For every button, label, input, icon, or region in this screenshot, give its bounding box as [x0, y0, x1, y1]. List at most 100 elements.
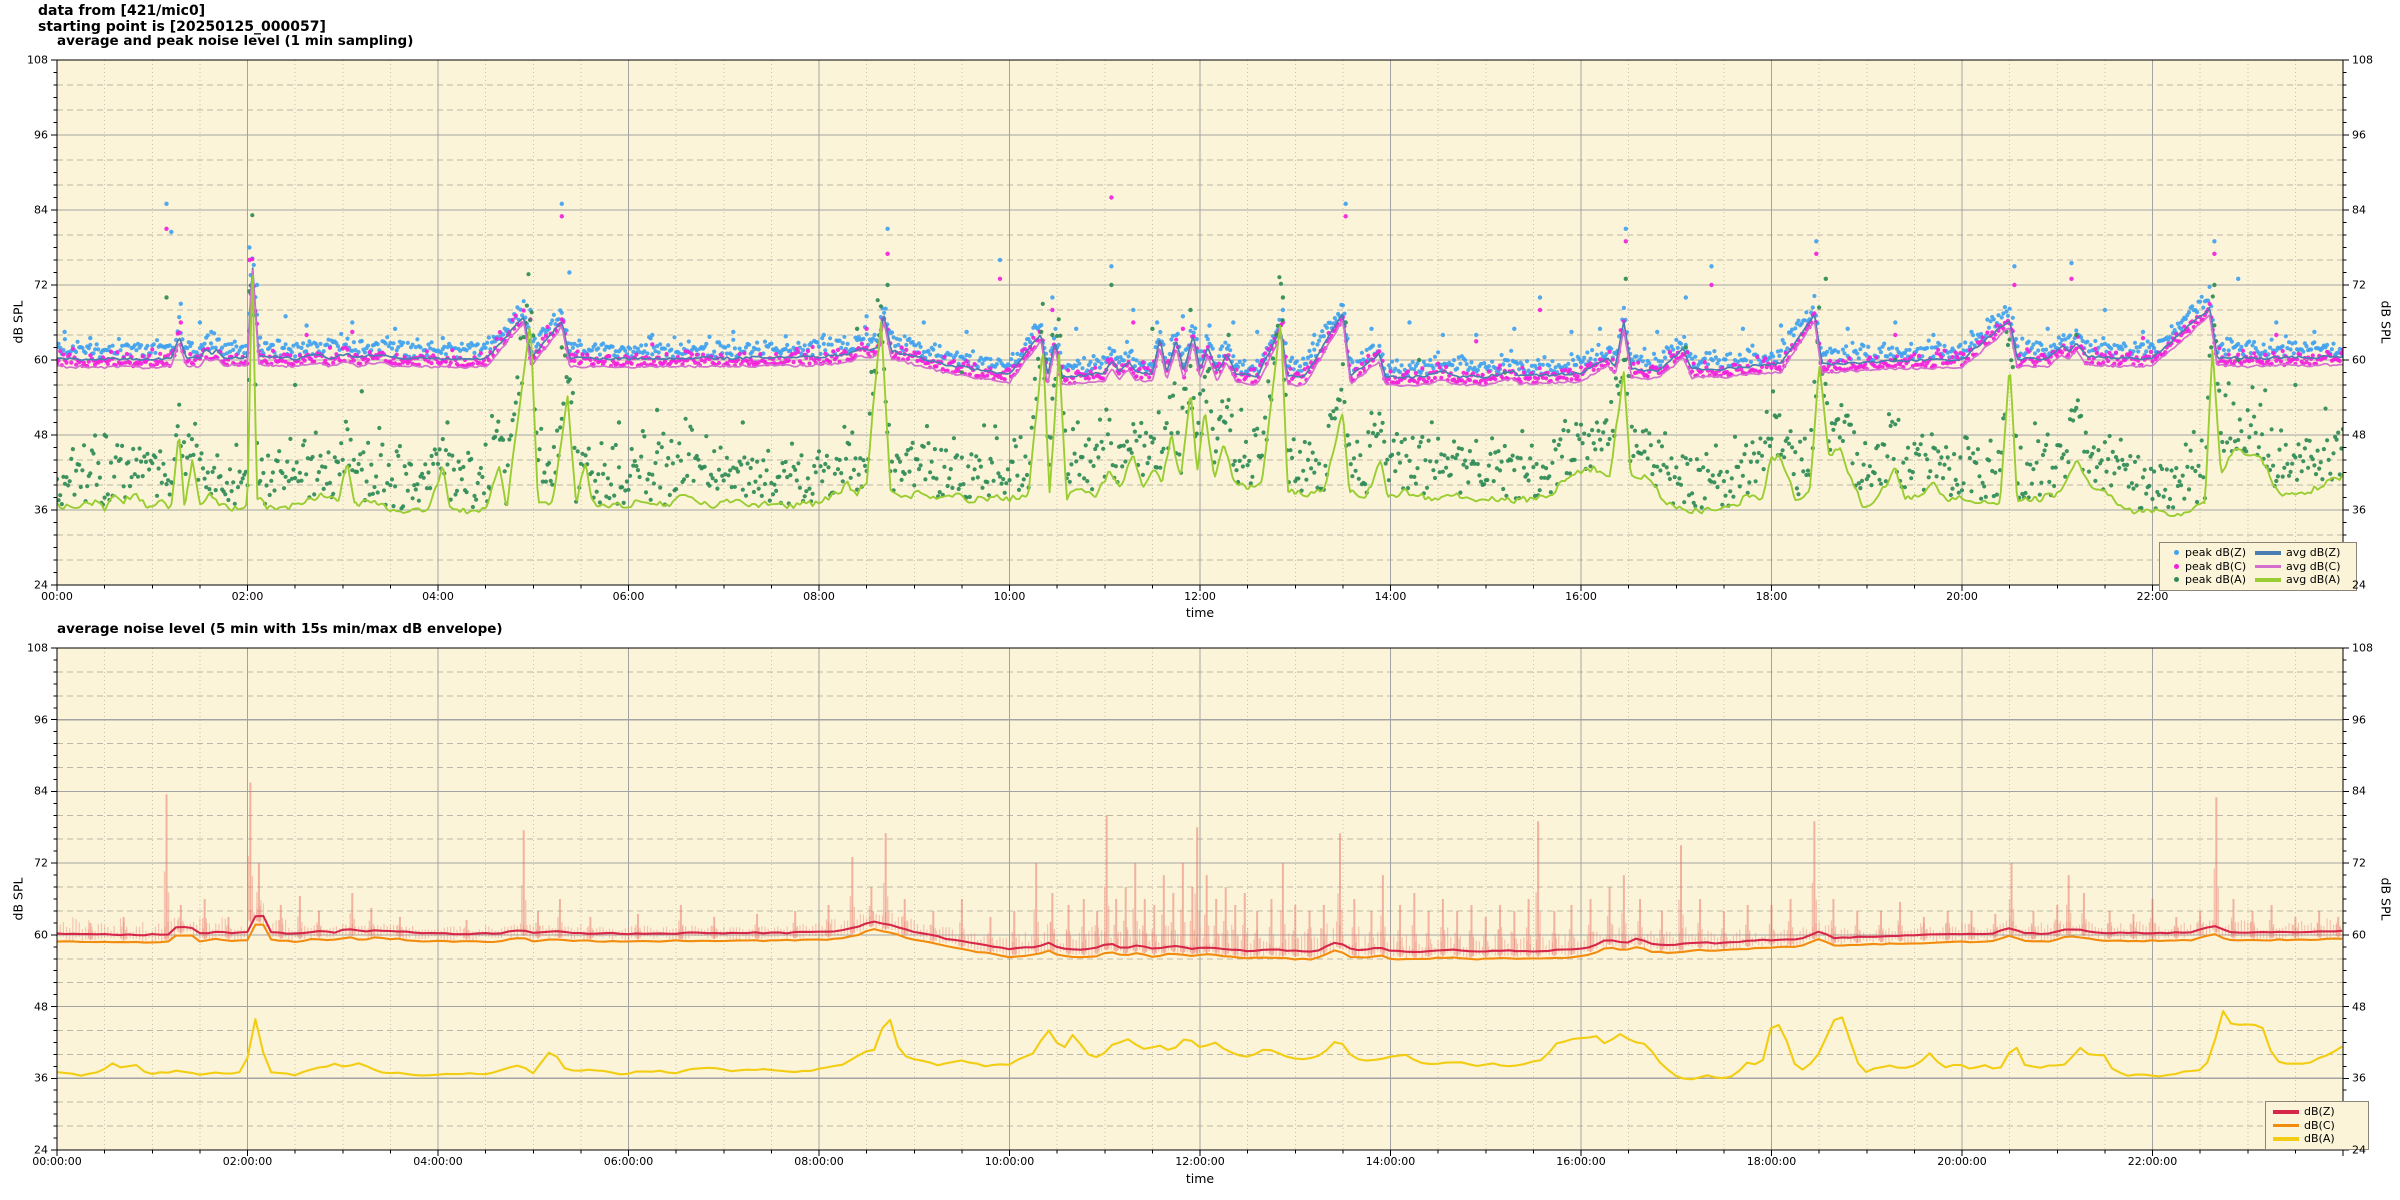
x-tick-label: 16:00 — [1565, 590, 1597, 603]
chart2-svg — [51, 647, 2349, 1156]
chart1-svg — [51, 59, 2349, 591]
y-tick-label-left: 36 — [34, 1071, 48, 1085]
x-tick-label: 04:00 — [422, 590, 454, 603]
y-tick-label-right: 84 — [2352, 784, 2366, 798]
legend-line-swatch — [2255, 551, 2281, 555]
legend-entry: dB(A) — [2273, 1132, 2361, 1146]
x-tick-label: 08:00:00 — [794, 1155, 844, 1168]
y-tick-label-left: 24 — [34, 578, 48, 592]
x-tick-label: 06:00 — [612, 590, 645, 603]
legend-entry: peak dB(Z) — [2167, 546, 2255, 560]
x-tick-label: 08:00 — [803, 590, 835, 603]
legend-row: peak dB(A) avg dB(A) — [2167, 573, 2349, 587]
x-tick-label: 14:00 — [1374, 590, 1407, 603]
legend-label: dB(Z) — [2304, 1105, 2335, 1118]
line-db-z- — [57, 914, 2343, 953]
y-tick-label-left: 60 — [34, 353, 48, 367]
chart2-legend: dB(Z) dB(C) dB(A) — [2265, 1101, 2369, 1150]
legend-entry: peak dB(C) — [2167, 560, 2255, 574]
x-tick-label: 06:00:00 — [603, 1155, 654, 1168]
legend-line-swatch — [2273, 1110, 2299, 1114]
legend-entry: avg dB(Z) — [2255, 546, 2349, 560]
chart2-ylabel-right: dB SPL — [2378, 877, 2394, 921]
legend-label: avg dB(A) — [2286, 573, 2341, 586]
header-line-1: data from [421/mic0] — [38, 3, 206, 19]
legend-dot-swatch — [2167, 563, 2185, 569]
y-tick-label-right: 48 — [2352, 428, 2366, 442]
legend-label: peak dB(C) — [2185, 559, 2247, 573]
y-tick-label-left: 84 — [34, 203, 48, 217]
legend-entry: dB(Z) — [2273, 1105, 2361, 1119]
chart2-xlabel: time — [1185, 1171, 1215, 1186]
x-tick-label: 20:00 — [1946, 590, 1978, 603]
legend-line-swatch — [2273, 1137, 2299, 1141]
y-tick-label-left: 72 — [34, 278, 48, 292]
line-avg-db-z- — [57, 267, 2343, 379]
legend-label: dB(A) — [2304, 1132, 2335, 1145]
x-tick-label: 20:00:00 — [1937, 1155, 1987, 1168]
legend-entry: peak dB(A) — [2167, 573, 2255, 587]
y-tick-label-left: 84 — [34, 784, 48, 798]
x-tick-label: 12:00:00 — [1175, 1155, 1225, 1168]
y-tick-label-right: 36 — [2352, 503, 2366, 517]
chart2-title: average noise level (5 min with 15s min/… — [57, 621, 503, 637]
legend-label: dB(C) — [2304, 1118, 2335, 1132]
legend-label: peak dB(A) — [2185, 573, 2246, 586]
x-tick-label: 02:00 — [231, 590, 264, 603]
y-tick-label-right: 108 — [2352, 53, 2373, 67]
legend-entry: avg dB(C) — [2255, 560, 2349, 574]
chart1-legend: peak dB(Z) avg dB(Z) peak dB(C) avg dB(C) pe… — [2159, 542, 2357, 591]
chart2-ylabel-left: dB SPL — [10, 877, 26, 921]
y-tick-label-left: 108 — [27, 53, 48, 67]
legend-entry: dB(C) — [2273, 1119, 2361, 1133]
y-tick-label-left: 48 — [34, 1000, 48, 1014]
x-tick-label: 22:00 — [2136, 590, 2169, 603]
legend-label: avg dB(C) — [2286, 559, 2341, 573]
y-tick-label-left: 108 — [27, 641, 48, 655]
y-tick-label-right: 24 — [2352, 1143, 2366, 1157]
line-db-a- — [57, 1010, 2343, 1081]
legend-line-swatch — [2273, 1123, 2299, 1127]
chart2-plot-area — [51, 647, 2349, 1156]
legend-dot-swatch — [2167, 577, 2185, 583]
legend-label: peak dB(Z) — [2185, 546, 2247, 559]
y-tick-label-right: 108 — [2352, 641, 2373, 655]
x-tick-label: 00:00 — [41, 590, 73, 603]
chart1-xlabel: time — [1185, 605, 1215, 620]
y-tick-label-right: 72 — [2352, 278, 2366, 292]
legend-row: dB(A) — [2273, 1132, 2361, 1146]
y-tick-label-right: 24 — [2352, 578, 2366, 592]
chart1-ylabel-right: dB SPL — [2378, 300, 2394, 344]
y-tick-label-left: 96 — [34, 128, 48, 142]
y-tick-label-right: 60 — [2352, 928, 2366, 942]
y-tick-label-right: 36 — [2352, 1071, 2366, 1085]
y-tick-label-right: 48 — [2352, 1000, 2366, 1014]
x-tick-label: 18:00 — [1755, 590, 1788, 603]
y-tick-label-right: 96 — [2352, 128, 2366, 142]
legend-row: peak dB(C) avg dB(C) — [2167, 560, 2349, 574]
y-tick-label-right: 60 — [2352, 353, 2366, 367]
scatter-peak-db-z- — [57, 201, 2343, 378]
y-tick-label-left: 36 — [34, 503, 48, 517]
x-tick-label: 00:00:00 — [32, 1155, 82, 1168]
x-tick-label: 02:00:00 — [222, 1155, 273, 1168]
legend-entry: avg dB(A) — [2255, 573, 2349, 587]
y-tick-label-left: 60 — [34, 928, 48, 942]
legend-line-swatch — [2255, 564, 2281, 568]
y-tick-label-left: 72 — [34, 856, 48, 870]
y-tick-label-left: 96 — [34, 713, 48, 727]
y-tick-label-right: 72 — [2352, 856, 2366, 870]
legend-dot-swatch — [2167, 550, 2185, 556]
line-avg-db-a- — [57, 275, 2343, 517]
y-tick-label-right: 96 — [2352, 713, 2366, 727]
legend-row: peak dB(Z) avg dB(Z) — [2167, 546, 2349, 560]
legend-label: avg dB(Z) — [2286, 546, 2341, 559]
legend-row: dB(C) — [2273, 1119, 2361, 1133]
x-tick-label: 12:00 — [1184, 590, 1216, 603]
header-line-2: starting point is [20250125_000057] — [38, 19, 326, 35]
chart1-title: average and peak noise level (1 min samp… — [57, 33, 414, 49]
y-tick-label-left: 24 — [34, 1143, 48, 1157]
line-avg-db-c- — [57, 269, 2343, 387]
x-tick-label: 18:00:00 — [1746, 1155, 1797, 1168]
scatter-peak-db-a- — [57, 213, 2343, 511]
